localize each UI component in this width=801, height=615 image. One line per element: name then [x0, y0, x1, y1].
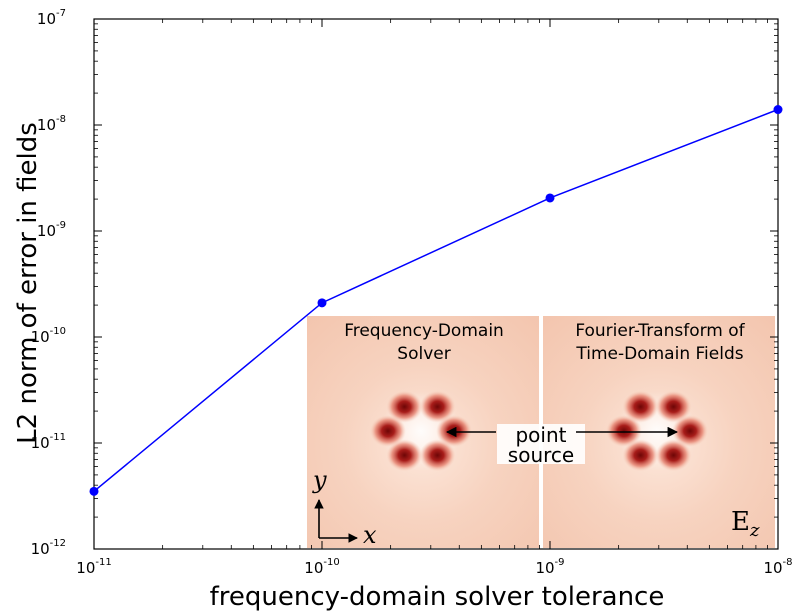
x-tick-label: 10-9 — [535, 557, 564, 577]
x-tick-label: 10-8 — [763, 557, 792, 577]
annotation-point: point — [515, 423, 566, 447]
inset-field-images: Frequency-Domain Solver Fourier-Transfor… — [307, 316, 775, 549]
field-lobe — [655, 439, 692, 472]
inset-right-title-line1: Fourier-Transform of — [575, 321, 745, 341]
data-series — [89, 105, 783, 496]
data-point — [317, 298, 327, 308]
y-tick-label: 10-12 — [31, 538, 66, 558]
left-field-pattern — [370, 390, 472, 472]
field-label-main: E — [731, 507, 750, 537]
y-tick-label: 10-7 — [37, 8, 66, 28]
inset-left-title-line1: Frequency-Domain — [344, 321, 504, 341]
inset-left-title-line2: Solver — [397, 344, 450, 364]
field-lobe — [419, 439, 456, 472]
y-tick-label: 10-8 — [37, 114, 66, 134]
field-lobe — [419, 390, 456, 423]
field-lobe — [622, 439, 659, 472]
data-point — [773, 105, 783, 115]
y-tick-label: 10-10 — [31, 326, 66, 346]
field-lobe — [672, 415, 708, 447]
x-axis-title: frequency-domain solver tolerance — [210, 582, 665, 612]
field-lobe — [655, 390, 692, 423]
field-lobe — [386, 390, 423, 423]
y-tick-label: 10-11 — [31, 432, 66, 452]
inset-y-label: y — [312, 466, 327, 494]
data-point — [545, 193, 555, 203]
x-tick-label: 10-10 — [304, 557, 339, 577]
right-field-pattern — [606, 390, 708, 472]
y-axis-title: L2 norm of error in fields — [13, 122, 43, 444]
data-point — [89, 486, 99, 496]
field-label-sub: z — [749, 520, 760, 541]
field-lobe — [606, 415, 642, 447]
tick-labels: 10-11 10-10 10-9 10-8 10-12 10-11 10-10 10-9 10-… — [31, 8, 793, 577]
inset-right-title-line2: Time-Domain Fields — [575, 344, 743, 364]
annotation-background — [497, 424, 585, 464]
axis-ticks — [93, 18, 779, 550]
x-tick-label: 10-11 — [76, 557, 111, 577]
field-label: Ez — [731, 507, 760, 541]
inset-x-label: x — [363, 521, 377, 549]
plot-frame — [93, 18, 779, 550]
y-tick-label: 10-9 — [37, 220, 66, 240]
field-lobe — [622, 390, 659, 423]
annotation-source: source — [508, 443, 574, 467]
series-line — [93, 108, 779, 492]
field-lobe — [386, 439, 423, 472]
field-lobe — [370, 415, 406, 447]
